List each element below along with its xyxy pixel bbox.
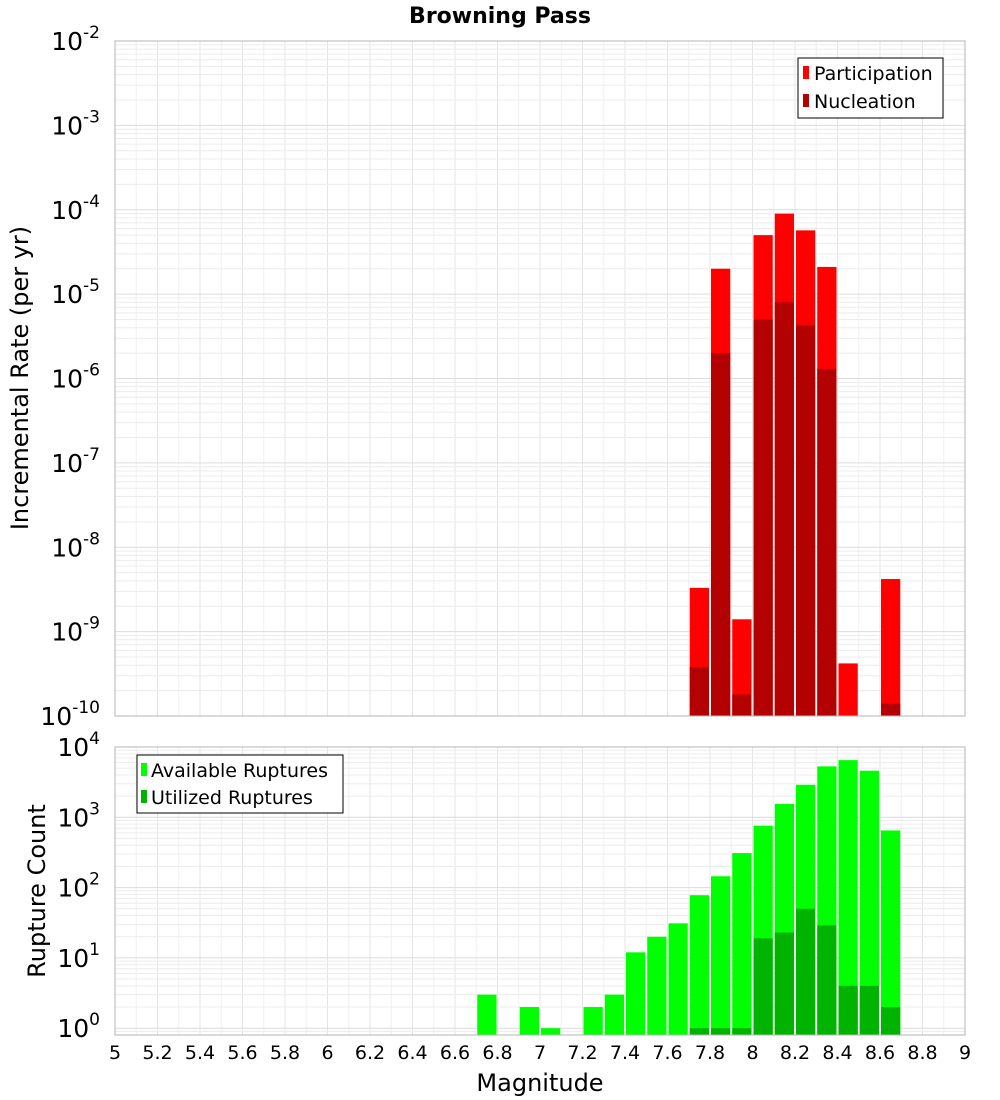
bar-utilized-ruptures: [817, 925, 837, 1035]
y-tick-label: 10-3: [51, 107, 100, 140]
x-tick-label: 8.4: [822, 1042, 852, 1064]
x-tick-label: 5.2: [142, 1042, 172, 1064]
y-tick-label: 10-8: [51, 529, 100, 562]
y-tick-label: 10-2: [51, 23, 100, 56]
bar-utilized-ruptures: [796, 908, 816, 1035]
count-panel-y-ticks: 100 101 102 103 104: [57, 729, 100, 1043]
rate-panel: 10-10 10-9 10-8 10-7 10-6 10-5 10-4 10-3 10-2 In…: [6, 23, 966, 731]
bar-utilized-ruptures: [774, 932, 794, 1035]
bar-available-ruptures: [859, 770, 879, 1035]
bar-available-ruptures: [711, 876, 731, 1035]
x-tick-label: 8: [746, 1042, 758, 1064]
x-tick-label: 8.6: [865, 1042, 895, 1064]
bar-available-ruptures: [541, 1028, 561, 1035]
bar-utilized-ruptures: [859, 985, 879, 1035]
x-tick-label: 6.6: [440, 1042, 470, 1064]
bar-nucleation: [732, 694, 752, 716]
bar-nucleation: [881, 703, 901, 716]
x-tick-label: 7.8: [695, 1042, 725, 1064]
x-tick-label: 8.2: [780, 1042, 810, 1064]
y-tick-label: 100: [57, 1010, 100, 1043]
legend-label-available: Available Ruptures: [151, 760, 328, 782]
x-tick-label: 5.8: [270, 1042, 300, 1064]
y-tick-label: 102: [57, 870, 100, 903]
bar-available-ruptures: [477, 994, 497, 1035]
y-tick-label: 10-9: [51, 614, 100, 647]
bar-available-ruptures: [689, 895, 709, 1035]
x-tick-label: 6.2: [355, 1042, 385, 1064]
bar-utilized-ruptures: [732, 1028, 752, 1035]
legend-swatch-participation: [803, 66, 809, 79]
count-panel: 100 101 102 103 104 5 5.2 5.4 5.6 5.8 6 6.2 6.4 6.6 6…: [23, 729, 971, 1097]
bar-nucleation: [817, 368, 837, 716]
count-panel-legend: Available Ruptures Utilized Ruptures: [136, 754, 344, 814]
legend-label-nucleation: Nucleation: [814, 91, 916, 113]
x-tick-label: 6.8: [482, 1042, 512, 1064]
x-tick-label: 6: [321, 1042, 333, 1064]
bar-participation: [881, 579, 901, 716]
bar-available-ruptures: [732, 853, 752, 1035]
x-axis-ticks: 5 5.2 5.4 5.6 5.8 6 6.2 6.4 6.6 6.8 7 7.2 7.4 7.6 7.8 8…: [109, 1042, 971, 1064]
rate-panel-y-axis-label: Incremental Rate (per yr): [6, 226, 34, 530]
bar-participation: [732, 619, 752, 716]
bar-utilized-ruptures: [711, 1028, 731, 1035]
legend-swatch-available: [141, 763, 147, 776]
y-tick-label: 101: [57, 940, 100, 973]
count-panel-y-axis-label: Rupture Count: [23, 804, 51, 978]
x-tick-label: 5.6: [227, 1042, 257, 1064]
bar-nucleation: [774, 302, 794, 716]
x-axis-label: Magnitude: [476, 1069, 603, 1097]
chart-title: Browning Pass: [409, 4, 591, 29]
x-tick-label: 7.4: [610, 1042, 640, 1064]
legend-swatch-utilized: [141, 790, 147, 803]
x-tick-label: 6.4: [397, 1042, 427, 1064]
legend-box: [797, 57, 944, 119]
legend-label-participation: Participation: [814, 63, 933, 85]
bar-available-ruptures: [647, 936, 667, 1035]
bar-available-ruptures: [881, 830, 901, 1035]
x-tick-label: 9: [959, 1042, 971, 1064]
bar-available-ruptures: [668, 923, 688, 1035]
x-tick-label: 7.2: [567, 1042, 597, 1064]
rate-panel-bars: [689, 213, 901, 717]
legend-swatch-nucleation: [803, 94, 809, 107]
legend-label-utilized: Utilized Ruptures: [151, 787, 313, 809]
x-tick-label: 5.4: [185, 1042, 215, 1064]
y-tick-label: 10-6: [51, 361, 100, 394]
y-tick-label: 10-10: [40, 698, 100, 731]
x-tick-label: 7.6: [652, 1042, 682, 1064]
bar-available-ruptures: [626, 952, 646, 1035]
count-panel-frame: [114, 746, 966, 1036]
bar-utilized-ruptures: [689, 1028, 709, 1035]
y-tick-label: 103: [57, 799, 100, 832]
rate-panel-y-ticks: 10-10 10-9 10-8 10-7 10-6 10-5 10-4 10-3 10-2: [40, 23, 100, 731]
count-panel-bars: [477, 760, 901, 1035]
y-tick-label: 104: [57, 729, 100, 762]
y-tick-label: 10-5: [51, 276, 100, 309]
rate-panel-frame: [114, 40, 966, 717]
bar-nucleation: [796, 325, 816, 716]
bar-utilized-ruptures: [881, 1007, 901, 1035]
y-tick-label: 10-4: [51, 192, 100, 225]
legend-box: [136, 754, 344, 814]
bar-utilized-ruptures: [838, 985, 858, 1035]
x-tick-label: 7: [534, 1042, 546, 1064]
bar-nucleation: [753, 319, 773, 716]
bar-participation: [838, 663, 858, 716]
x-tick-label: 8.8: [907, 1042, 937, 1064]
rate-panel-legend: Participation Nucleation: [797, 57, 944, 119]
bar-available-ruptures: [519, 1007, 539, 1035]
x-tick-label: 5: [109, 1042, 121, 1064]
bar-available-ruptures: [604, 994, 624, 1035]
y-tick-label: 10-7: [51, 445, 100, 478]
bar-available-ruptures: [583, 1007, 603, 1035]
bar-nucleation: [711, 353, 731, 716]
bar-nucleation: [689, 667, 709, 716]
bar-available-ruptures: [838, 760, 858, 1035]
rate-panel-grid: [115, 41, 965, 716]
bar-utilized-ruptures: [753, 938, 773, 1035]
